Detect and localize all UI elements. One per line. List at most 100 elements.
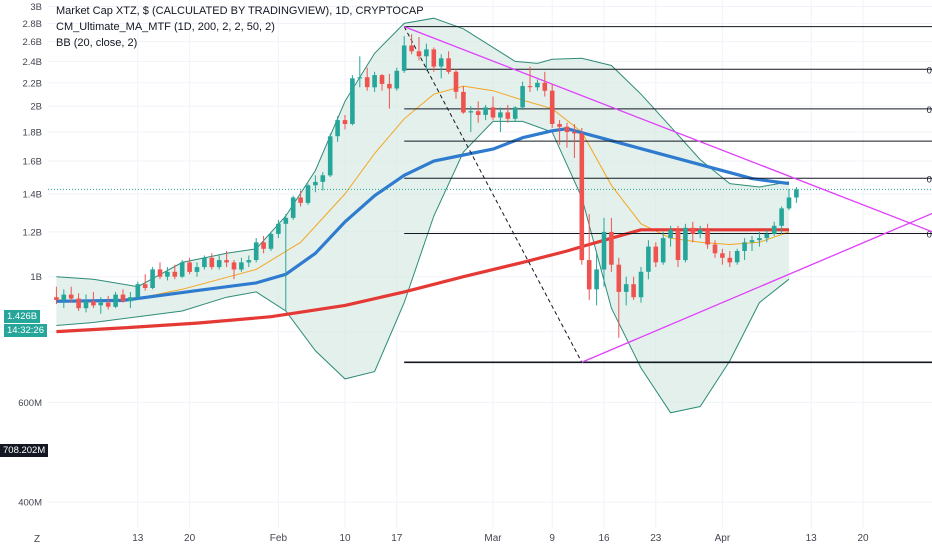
y-tick-label: 2.8B (22, 19, 42, 30)
x-tick-label: 16 (598, 533, 610, 544)
candles (54, 34, 799, 338)
time-axis[interactable]: 13 20 Feb 10 17 Mar 9 16 23 Apr 13 20 (132, 533, 869, 544)
indicator-bb-legend[interactable]: BB (20, close, 2) (56, 37, 138, 49)
candle-body (91, 301, 96, 306)
y-tick-label: 2.4B (22, 57, 42, 68)
y-tick-label: 1B (30, 272, 42, 283)
candle-body (394, 70, 400, 89)
candle-body (253, 242, 259, 260)
bollinger-bands (56, 17, 790, 414)
candle-body (416, 51, 422, 57)
candle-body (187, 262, 192, 272)
fib-level-label: 0.618(1.978B) (927, 105, 932, 116)
candle-body (105, 302, 111, 307)
candle-body (616, 264, 622, 292)
x-tick-label: Feb (270, 533, 288, 544)
candle-body (705, 229, 710, 245)
candle-body (128, 297, 133, 302)
candle-body (646, 246, 651, 272)
x-tick-label: 20 (857, 533, 869, 544)
candle-body (734, 251, 740, 263)
candle-body (68, 294, 74, 299)
candle-body (194, 267, 200, 272)
y-tick-label: 1.8B (22, 128, 42, 139)
candle-body (483, 107, 488, 115)
candle-body (179, 262, 185, 277)
candle-body (401, 45, 407, 71)
candle-body (660, 238, 666, 263)
candle-body (54, 297, 59, 300)
candle-body (246, 260, 252, 263)
candle-body (786, 197, 792, 209)
ma-fast-line (56, 127, 790, 303)
fib-level-label: 0.382(1.492B) (927, 174, 932, 185)
candle-body (512, 107, 518, 119)
candle-body (98, 302, 104, 306)
candle-body (549, 90, 555, 124)
candle-body (350, 78, 355, 124)
last-price-tag: 1.426B (4, 310, 41, 323)
candle-body (623, 284, 629, 292)
candle-body (239, 262, 244, 270)
candle-body (76, 298, 81, 309)
candle-body (461, 91, 466, 113)
x-tick-label: 13 (132, 533, 144, 544)
candle-body (372, 75, 377, 88)
candle-body (424, 49, 429, 57)
candle-body (298, 197, 303, 203)
candle-body (283, 217, 289, 224)
candle-body (335, 120, 340, 137)
candle-body (209, 257, 215, 268)
candle-body (697, 229, 703, 234)
candle-body (468, 111, 474, 113)
trendlines[interactable] (403, 26, 932, 363)
candle-body (557, 124, 562, 127)
y-tick-label: 1.2B (22, 227, 42, 238)
candle-body (216, 260, 222, 268)
y-tick-label: 2.2B (22, 78, 42, 89)
y-tick-label: 1.4B (22, 189, 42, 200)
candle-body (431, 49, 437, 67)
candle-body (594, 269, 599, 290)
fibonacci-retracement[interactable]: 1(2.764B)0.786(2.324B)0.618(1.978B)0.5(1… (48, 23, 932, 370)
price-axis[interactable]: 400M600M800M1B1.2B1.4B1.6B1.8B2B2.2B2.4B… (18, 2, 42, 509)
chart-title: Market Cap XTZ, $ (CALCULATED BY TRADING… (56, 5, 424, 17)
y-tick-label: 2.6B (22, 37, 42, 48)
candle-body (387, 83, 392, 89)
candle-body (586, 260, 592, 290)
candle-body (490, 107, 496, 118)
bb-lower-line (56, 120, 790, 414)
candle-body (668, 229, 673, 239)
candle-body (446, 58, 451, 72)
candle-body (527, 86, 533, 88)
candle-body (364, 77, 370, 88)
x-tick-label: 20 (184, 533, 196, 544)
candle-body (675, 229, 681, 260)
candle-body (357, 77, 363, 79)
indicator-ma-legend[interactable]: CM_Ultimate_MA_MTF (1D, 200, 2, 2, 50, 2… (56, 21, 275, 33)
candle-body (202, 257, 207, 268)
candle-body (601, 231, 607, 270)
x-tick-label: Apr (715, 533, 731, 544)
candle-body (120, 294, 126, 302)
candle-body (631, 284, 636, 298)
moving-averages (56, 127, 790, 334)
corner-label: Z (34, 534, 41, 545)
candle-body (609, 231, 614, 265)
candle-body (771, 225, 777, 234)
candle-body (535, 82, 540, 88)
x-tick-label: Mar (484, 533, 502, 544)
candle-body (690, 227, 696, 234)
candle-body (379, 75, 385, 84)
candle-body (749, 240, 755, 243)
candle-body (231, 262, 237, 270)
candle-body (61, 294, 67, 300)
candle-body (327, 136, 333, 176)
candle-body (579, 133, 585, 261)
trendline (581, 212, 932, 363)
candle-body (142, 284, 148, 288)
candle-body (742, 242, 747, 251)
candle-body (290, 197, 296, 218)
candle-body (320, 175, 326, 182)
